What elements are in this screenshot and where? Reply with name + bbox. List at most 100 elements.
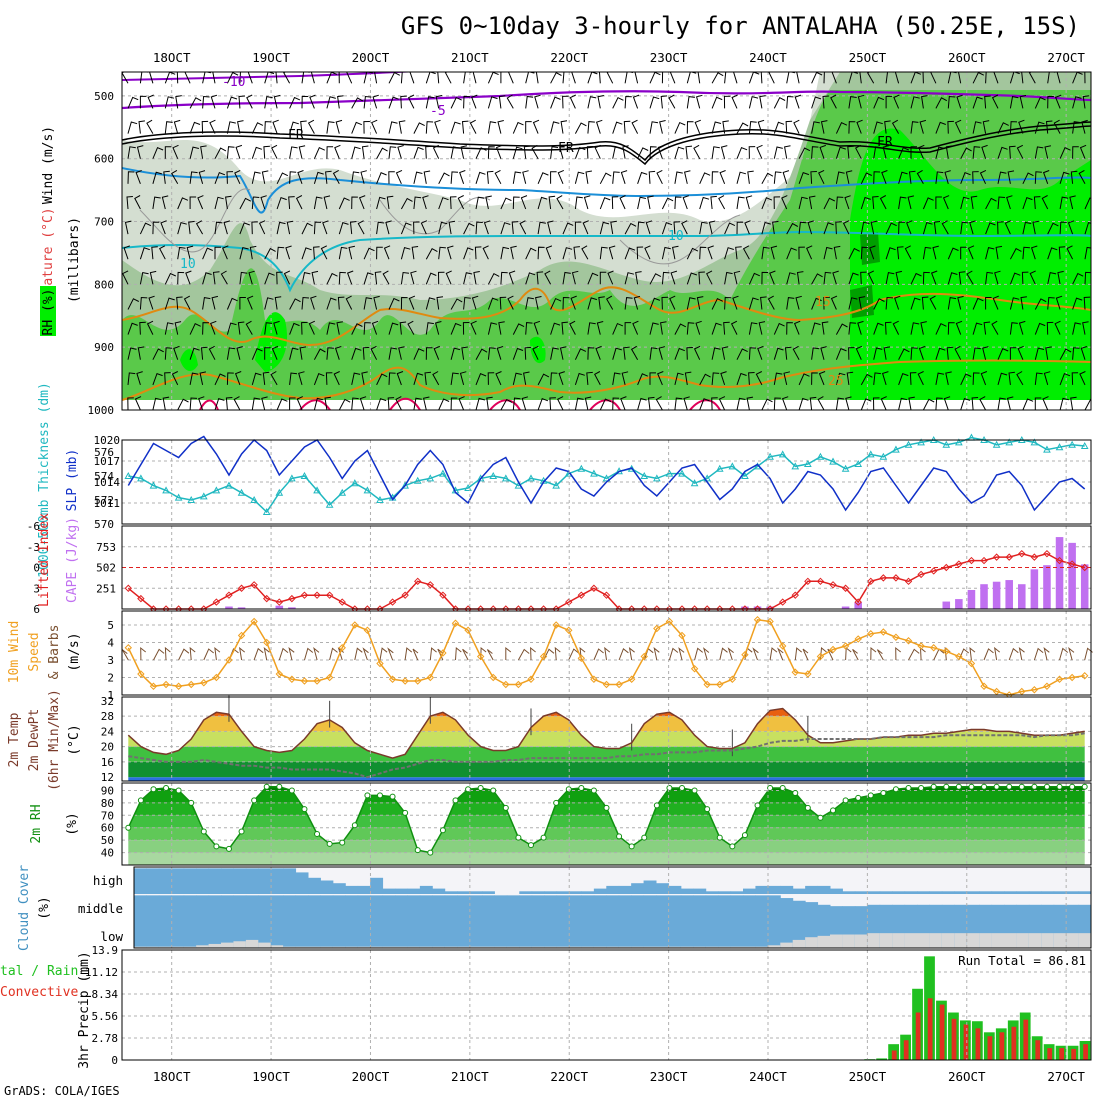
wind-barb bbox=[823, 72, 825, 84]
cloud-low-bar bbox=[817, 935, 831, 948]
wind-barb bbox=[634, 72, 639, 84]
cape-bar bbox=[225, 606, 233, 609]
wind-barb bbox=[152, 196, 161, 210]
wind-barb bbox=[884, 120, 891, 134]
cloud-middle-bar bbox=[395, 895, 408, 921]
wind-barb bbox=[161, 195, 169, 210]
isotherm-plus10-b bbox=[122, 230, 1091, 293]
date-tick-top: 26OCT bbox=[948, 50, 986, 65]
wind-barb bbox=[251, 221, 258, 235]
wind-barb bbox=[969, 220, 976, 235]
cloud-middle-bar bbox=[830, 906, 843, 921]
rh2m-line-point bbox=[641, 834, 648, 841]
wind-barb bbox=[674, 397, 683, 410]
wind-barb bbox=[388, 347, 398, 360]
cloud-middle-bar bbox=[631, 895, 645, 921]
cloud-high-bar bbox=[469, 891, 483, 894]
thickness-line-point bbox=[237, 488, 246, 496]
cape-tick: 502 bbox=[96, 562, 116, 575]
cloud-high-bar bbox=[432, 888, 446, 894]
wind-barb bbox=[152, 221, 160, 235]
wind-speed-line-point bbox=[1055, 675, 1064, 683]
wind-barb bbox=[1044, 145, 1052, 159]
rh2m-line-point bbox=[314, 830, 321, 837]
wind-barb bbox=[1045, 120, 1053, 134]
wind-speed-line-point bbox=[753, 616, 762, 624]
cloud-high-bar bbox=[158, 868, 172, 894]
cloud-low-bar bbox=[270, 945, 284, 948]
wind-barb bbox=[301, 222, 313, 235]
wind-speed-line-point bbox=[514, 680, 523, 689]
wind-barb bbox=[982, 120, 990, 134]
wind10-speed-label: Speed bbox=[27, 632, 42, 671]
wind-barb bbox=[214, 373, 226, 386]
cloud-low-fill bbox=[569, 921, 582, 948]
cloud-middle-bar bbox=[730, 895, 744, 921]
wind-barb bbox=[761, 172, 774, 185]
surface-wind-barb bbox=[668, 647, 679, 661]
wind-barb bbox=[559, 346, 567, 360]
wind-barb bbox=[251, 196, 260, 210]
wind-barb bbox=[724, 296, 732, 310]
wind-barb bbox=[413, 171, 423, 184]
wind-barb bbox=[785, 120, 793, 134]
wind-speed-line-point bbox=[678, 631, 686, 640]
date-tick-top: 21OCT bbox=[451, 50, 489, 65]
cloud-high-bar bbox=[531, 891, 545, 894]
cloud-high-bar bbox=[904, 891, 918, 894]
wind-barb bbox=[535, 296, 542, 310]
wind-barb bbox=[1022, 398, 1034, 410]
rh2m-line-point bbox=[691, 787, 698, 794]
precip-convective-bar bbox=[951, 1018, 957, 1060]
wind-barb bbox=[811, 347, 820, 360]
wind-speed-line-point bbox=[854, 635, 862, 643]
wind-barb bbox=[471, 295, 479, 310]
wind-barb bbox=[935, 397, 943, 410]
cloud-low-bar bbox=[308, 946, 321, 948]
cloud-low-bar bbox=[158, 946, 172, 948]
rh-band bbox=[128, 815, 1085, 828]
wind-barb bbox=[247, 72, 253, 84]
cloud-low-bar bbox=[134, 946, 147, 948]
cloud-level-label: high bbox=[93, 873, 123, 888]
lifted-index-line-point bbox=[829, 581, 837, 589]
wind-barb bbox=[991, 94, 999, 109]
wind-barb bbox=[349, 221, 357, 235]
wind-barb bbox=[202, 95, 210, 109]
wind-barb bbox=[684, 371, 692, 385]
lifted-index-line-point bbox=[854, 598, 862, 606]
cloud-low-bar bbox=[1004, 933, 1017, 948]
cloud-middle-bar bbox=[295, 895, 309, 921]
wind-barb bbox=[1009, 121, 1018, 134]
surface-wind-barb bbox=[354, 647, 363, 661]
cloud-middle-bar bbox=[158, 895, 172, 921]
wind-barb bbox=[942, 195, 950, 210]
wind-speed-line-point bbox=[149, 682, 158, 690]
wind-barb bbox=[261, 396, 268, 410]
cloud-low-fill bbox=[146, 921, 160, 948]
wind-barb bbox=[336, 321, 343, 335]
wind-barb bbox=[450, 347, 461, 360]
cloud-low-fill bbox=[705, 921, 719, 948]
cloud-low-fill bbox=[407, 921, 421, 948]
wind-barb bbox=[736, 196, 745, 210]
cloud-low-bar bbox=[419, 946, 433, 948]
wind-speed-line-point bbox=[489, 673, 497, 682]
wind-barb bbox=[214, 196, 224, 210]
wind-barb bbox=[946, 346, 954, 360]
wind-speed-line-point bbox=[162, 680, 170, 689]
rh2m-line-point bbox=[163, 784, 170, 791]
wind-barb bbox=[400, 72, 409, 84]
wind-barb bbox=[208, 345, 216, 360]
wind-barb bbox=[818, 371, 826, 386]
wind-speed-line-point bbox=[275, 670, 284, 678]
wind-barb bbox=[707, 245, 714, 260]
wind-barb bbox=[334, 346, 342, 360]
wind-barb bbox=[239, 222, 250, 235]
wind-barb bbox=[298, 145, 306, 159]
wind-barb bbox=[475, 147, 487, 159]
wind-barb bbox=[892, 320, 900, 335]
wind-barb bbox=[475, 221, 483, 235]
wind-barb bbox=[557, 396, 564, 410]
rh2m-line-point bbox=[1081, 783, 1088, 790]
